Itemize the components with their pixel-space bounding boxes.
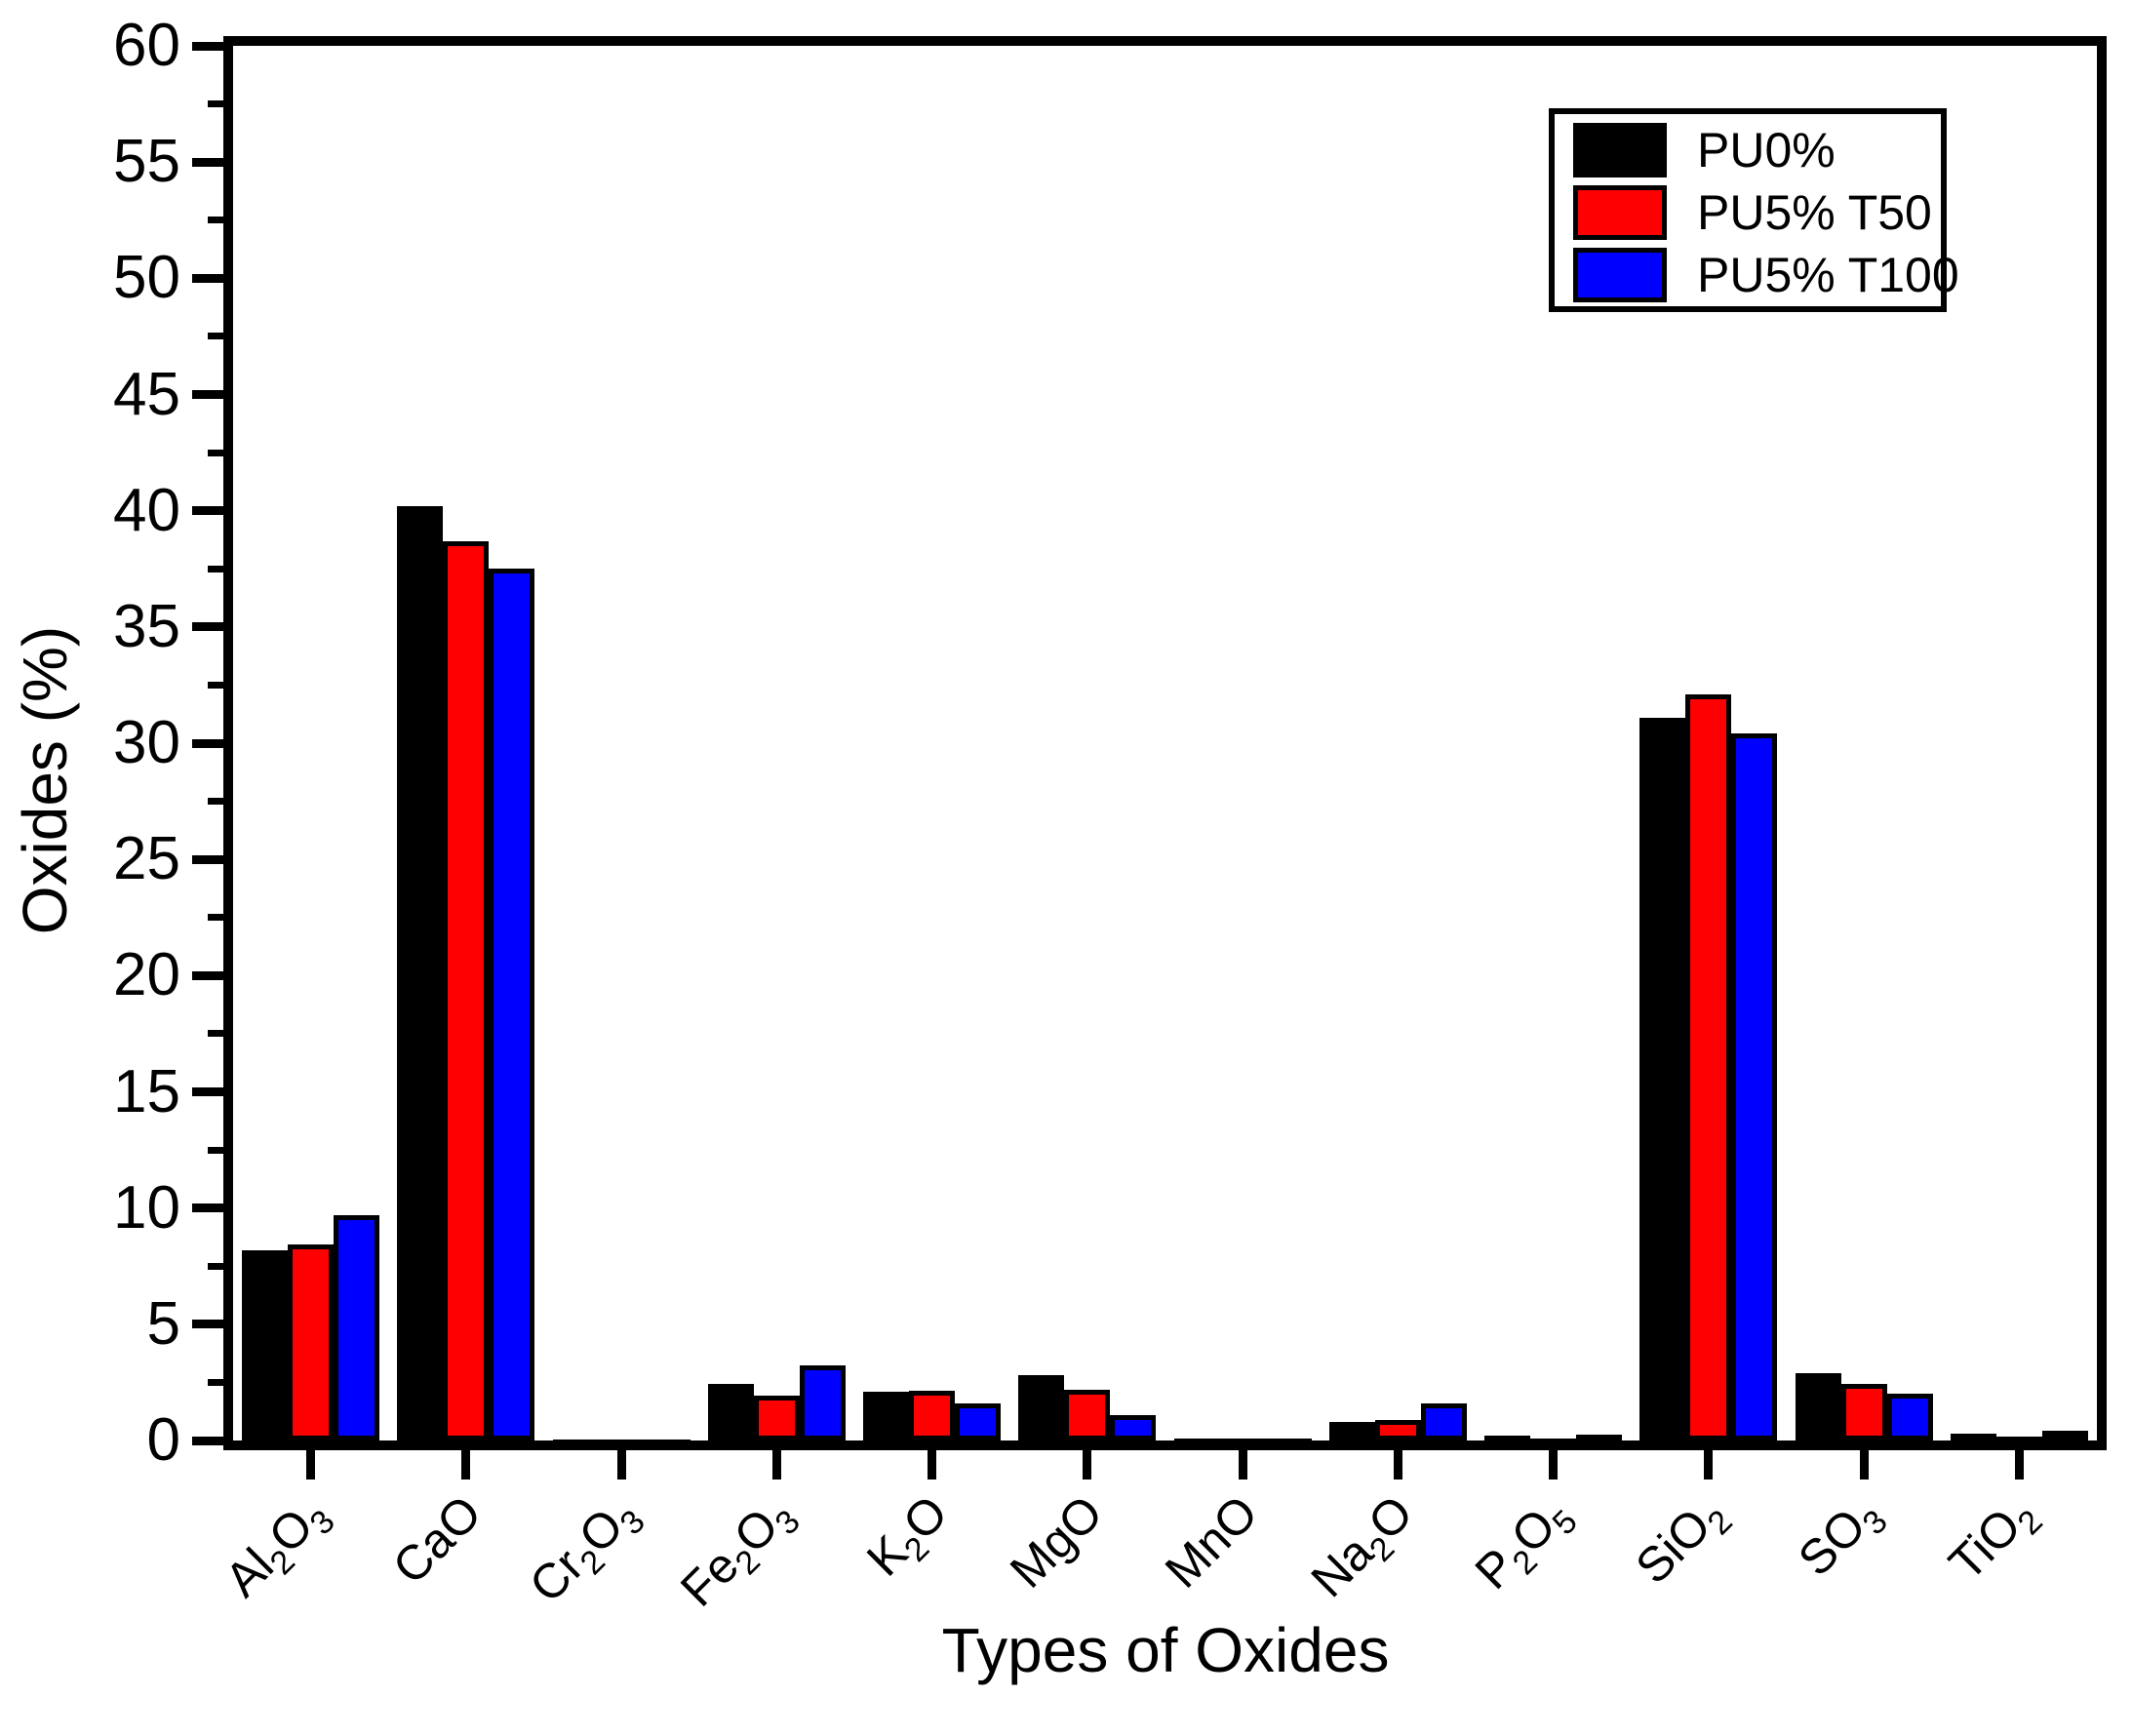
y-tick-label: 50 (113, 244, 180, 312)
y-minor-tick (208, 449, 223, 456)
legend-swatch (1573, 248, 1667, 302)
y-tick-label: 40 (113, 476, 180, 544)
bar (1173, 1439, 1220, 1440)
bar (489, 569, 535, 1440)
y-minor-tick (208, 914, 223, 922)
x-tick (1859, 1450, 1869, 1480)
y-tick-label: 35 (113, 592, 180, 660)
y-major-tick (192, 622, 223, 632)
bar (707, 1384, 754, 1440)
y-minor-tick (208, 681, 223, 689)
y-major-tick (192, 1320, 223, 1329)
bar (443, 541, 490, 1440)
y-major-tick (192, 970, 223, 980)
y-tick-label: 25 (113, 825, 180, 893)
bar (1950, 1434, 1996, 1440)
legend-label: PU5% T50 (1697, 185, 1932, 240)
x-tick (1393, 1450, 1402, 1480)
bar (1840, 1384, 1887, 1440)
legend-item: PU0% (1555, 123, 1941, 178)
bar (1219, 1439, 1266, 1440)
legend-label: PU5% T100 (1697, 248, 1959, 302)
legend-label: PU0% (1697, 123, 1836, 178)
y-major-tick (192, 157, 223, 167)
bar (1639, 718, 1686, 1440)
legend-swatch (1573, 123, 1667, 178)
x-tick (2014, 1450, 2024, 1480)
y-major-tick (192, 854, 223, 864)
bar (1530, 1439, 1577, 1440)
y-tick-label: 45 (113, 360, 180, 428)
y-axis-title: Oxides (%) (10, 625, 80, 935)
legend-item: PU5% T100 (1555, 248, 1959, 302)
bar (1420, 1403, 1467, 1440)
y-tick-label: 60 (113, 12, 180, 79)
y-minor-tick (208, 565, 223, 572)
bar (1265, 1439, 1312, 1440)
y-minor-tick (208, 100, 223, 108)
bar (1685, 694, 1732, 1440)
y-minor-tick (208, 333, 223, 340)
y-major-tick (192, 1436, 223, 1445)
bar (1731, 733, 1778, 1440)
x-tick (1549, 1450, 1559, 1480)
bar (1576, 1435, 1623, 1440)
y-major-tick (192, 1203, 223, 1213)
bar (799, 1365, 846, 1440)
bar (753, 1396, 800, 1440)
x-axis-title: Types of Oxides (941, 1615, 1390, 1685)
x-tick (1238, 1450, 1247, 1480)
y-tick-label: 15 (113, 1057, 180, 1125)
bar (288, 1244, 335, 1440)
y-tick-label: 30 (113, 709, 180, 776)
bar (2041, 1431, 2088, 1440)
bar (1484, 1436, 1531, 1440)
y-minor-tick (208, 1030, 223, 1038)
bar (1110, 1415, 1157, 1440)
x-tick (306, 1450, 316, 1480)
y-major-tick (192, 506, 223, 516)
y-tick-label: 20 (113, 941, 180, 1009)
x-tick (1083, 1450, 1092, 1480)
bar (242, 1250, 289, 1440)
x-tick (1704, 1450, 1714, 1480)
legend: PU0% PU5% T50 PU5% T100 (1549, 108, 1959, 312)
bar (334, 1215, 380, 1440)
y-tick-label: 55 (113, 128, 180, 196)
legend-swatch (1573, 185, 1667, 240)
x-tick (771, 1450, 781, 1480)
bar (1328, 1422, 1375, 1440)
y-major-tick (192, 1087, 223, 1096)
bar (1064, 1390, 1111, 1440)
y-minor-tick (208, 1378, 223, 1386)
bar-chart: 0 5 10 15 20 25 30 35 40 45 50 55 60 Al2O3 CaO Cr2O3 Fe2… (10, 12, 2107, 1685)
bar (863, 1392, 910, 1440)
bar (397, 506, 444, 1440)
y-minor-tick (208, 217, 223, 224)
bar (909, 1391, 956, 1440)
y-major-tick (192, 390, 223, 399)
y-major-tick (192, 738, 223, 748)
y-major-tick (192, 41, 223, 51)
bar (1995, 1437, 2042, 1440)
y-tick-label: 10 (113, 1173, 180, 1242)
y-tick-label: 5 (146, 1289, 180, 1358)
x-tick (616, 1450, 626, 1480)
bar (1018, 1375, 1065, 1440)
y-tick-label: 0 (146, 1406, 180, 1474)
y-minor-tick (208, 798, 223, 806)
bar (955, 1403, 1002, 1440)
y-minor-tick (208, 1146, 223, 1154)
x-tick (928, 1450, 937, 1480)
y-minor-tick (208, 1262, 223, 1270)
bar (1795, 1373, 1841, 1440)
x-tick (461, 1450, 471, 1480)
bar (1374, 1420, 1421, 1440)
y-major-tick (192, 273, 223, 283)
bar (1886, 1394, 1933, 1440)
legend-item: PU5% T50 (1555, 185, 1941, 240)
